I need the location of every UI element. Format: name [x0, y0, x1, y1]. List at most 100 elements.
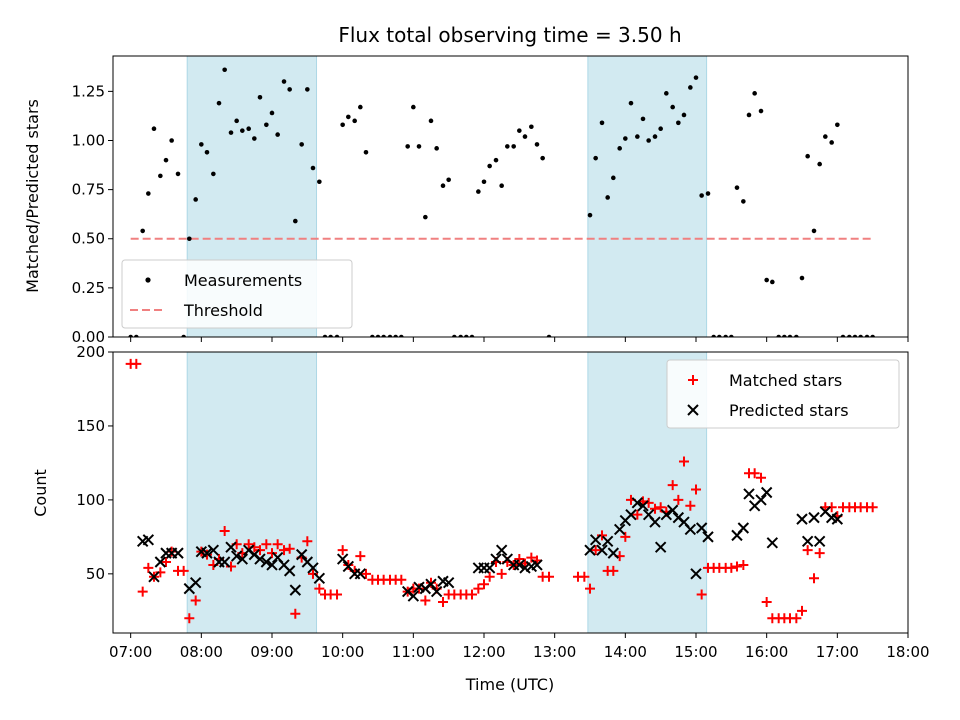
legend-label: Threshold — [183, 301, 263, 320]
data-point — [794, 334, 799, 337]
data-point — [222, 67, 227, 73]
data-point — [761, 596, 772, 607]
data-point — [423, 214, 428, 220]
x-tick-label: 17:00 — [816, 643, 859, 661]
data-point — [517, 128, 522, 133]
data-point — [613, 523, 626, 536]
data-point — [529, 124, 534, 130]
y-tick-label: 200 — [76, 343, 105, 361]
data-point — [381, 334, 386, 337]
chart-title: Flux total observing time = 3.50 h — [338, 23, 681, 47]
bottom-series-1 — [136, 486, 844, 602]
top-panel: 0.00 0.25 0.50 0.75 1.00 1.25 Measurements Thre… — [72, 55, 909, 346]
data-point — [693, 75, 699, 80]
data-point — [428, 118, 434, 124]
data-point — [605, 195, 610, 200]
data-point — [493, 157, 499, 163]
data-point — [228, 130, 234, 135]
data-point — [396, 574, 407, 585]
data-point — [802, 545, 813, 556]
data-point — [193, 197, 198, 202]
y-tick-label: 0.25 — [72, 279, 105, 297]
data-point — [670, 104, 675, 110]
data-point — [737, 522, 750, 534]
data-point — [190, 595, 201, 606]
data-point — [254, 553, 266, 565]
data-point — [337, 545, 348, 556]
data-point — [154, 556, 167, 568]
data-point — [426, 577, 436, 588]
data-point — [161, 557, 171, 568]
legend-marker — [145, 277, 151, 283]
data-point — [336, 553, 349, 565]
data-point — [531, 559, 543, 571]
data-point — [847, 334, 852, 337]
data-point — [770, 279, 775, 285]
data-point — [257, 94, 263, 100]
data-point — [652, 134, 658, 139]
data-point — [158, 173, 163, 179]
legend-label: Predicted stars — [729, 401, 849, 420]
data-point — [201, 547, 213, 559]
data-point — [546, 334, 552, 337]
data-point — [579, 571, 590, 582]
data-point — [505, 144, 510, 149]
data-point — [495, 544, 508, 556]
x-tick-label: 18:00 — [886, 643, 929, 661]
data-point — [640, 116, 646, 122]
data-point — [163, 157, 169, 163]
data-point — [279, 545, 290, 556]
data-point — [799, 275, 805, 281]
data-point — [483, 562, 496, 574]
data-point — [813, 535, 826, 548]
top-axes-frame — [112, 55, 909, 338]
legend-marker — [688, 375, 698, 385]
data-point — [128, 334, 133, 337]
data-point — [146, 191, 151, 196]
data-point — [695, 522, 708, 534]
data-point — [187, 236, 192, 242]
data-point — [216, 100, 222, 106]
data-point — [261, 539, 272, 550]
data-point — [199, 142, 204, 147]
data-point — [243, 539, 254, 550]
bottom-panel: 50 100 150 200 07:00 08:00 09:00 10:00 11:00 12:0… — [76, 343, 929, 661]
data-point — [729, 334, 734, 337]
data-point — [440, 183, 446, 188]
data-point — [756, 472, 767, 483]
data-point — [434, 146, 439, 151]
data-point — [143, 562, 154, 573]
data-point — [287, 87, 292, 92]
data-point — [691, 484, 701, 495]
data-point — [814, 548, 825, 559]
data-point — [870, 334, 875, 337]
x-tick-label: 13:00 — [533, 643, 576, 661]
data-point — [399, 334, 404, 337]
data-point — [601, 535, 614, 548]
legend-label: Measurements — [184, 271, 302, 290]
data-point — [317, 179, 322, 185]
data-point — [723, 334, 728, 337]
data-point — [817, 161, 822, 167]
data-point — [184, 613, 195, 624]
y-tick-label: 50 — [86, 565, 105, 583]
data-point — [469, 334, 475, 337]
data-point — [169, 138, 174, 143]
data-point — [534, 142, 540, 147]
y-tick-label: 0.00 — [72, 328, 105, 346]
data-point — [752, 91, 757, 96]
data-point — [314, 583, 325, 594]
data-point — [664, 91, 669, 96]
x-tick-label: 10:00 — [321, 643, 364, 661]
data-point — [142, 534, 155, 546]
data-point — [681, 112, 687, 118]
data-point — [620, 531, 631, 542]
data-point — [131, 358, 142, 369]
top-plot-area — [128, 56, 875, 337]
data-point — [322, 334, 328, 337]
data-point — [628, 100, 634, 106]
data-point — [260, 556, 273, 568]
data-point — [831, 513, 844, 525]
data-point — [731, 561, 742, 572]
